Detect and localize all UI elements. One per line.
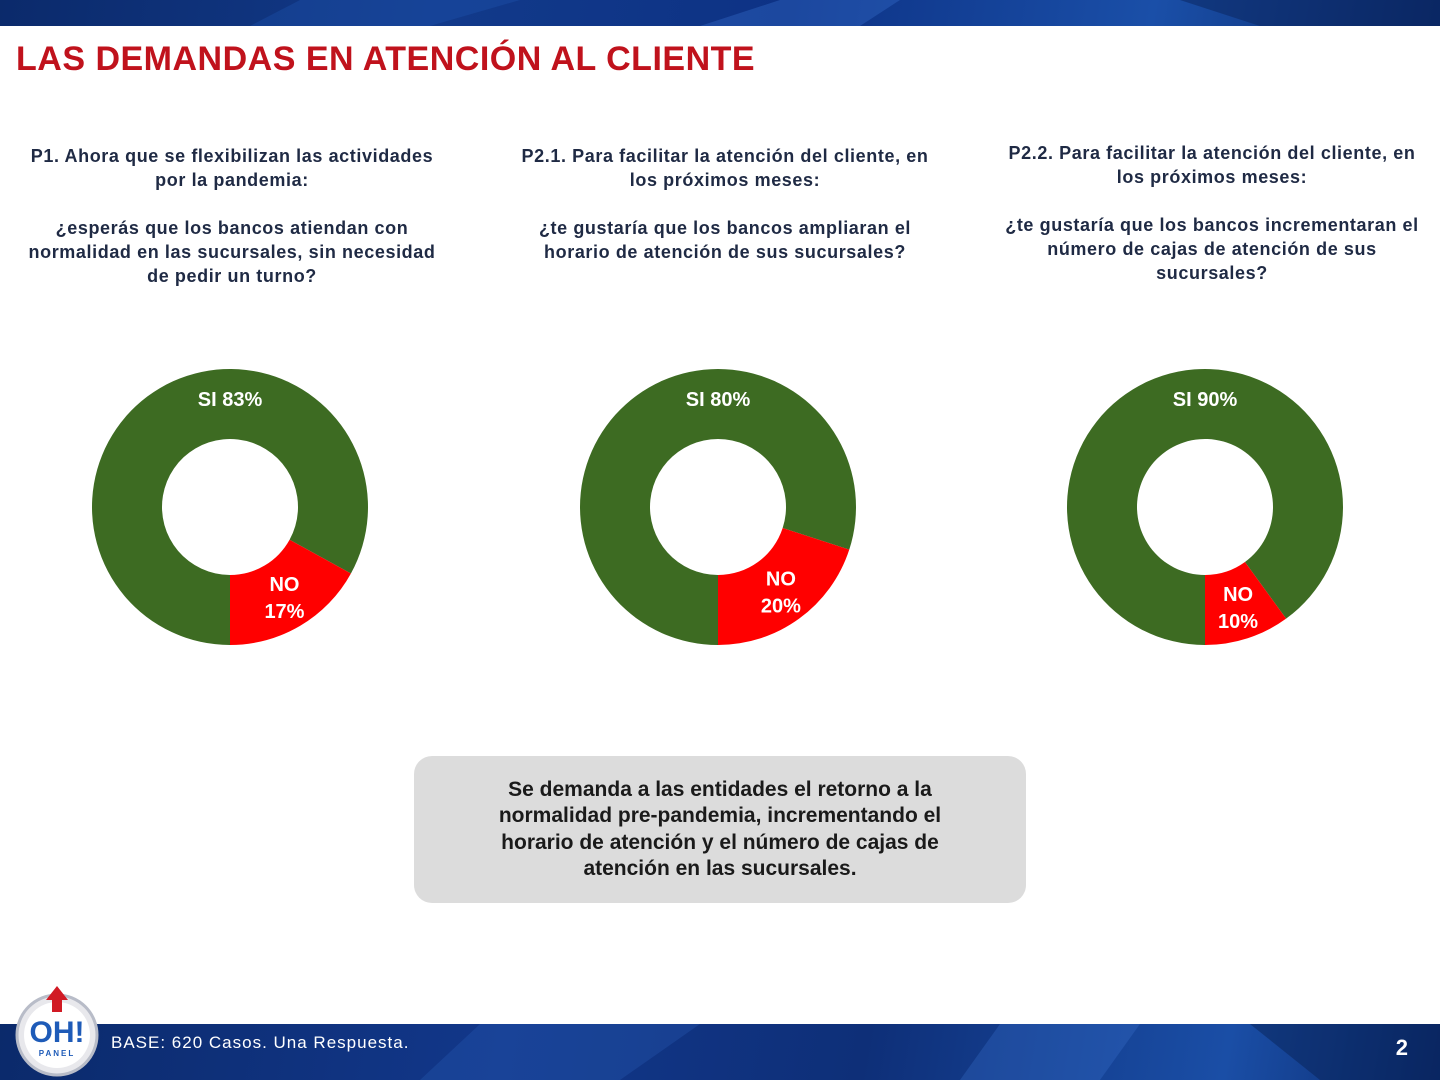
question-p2-1-text: ¿te gustaría que los bancos ampliaran el… <box>538 218 912 262</box>
slice-si <box>92 369 369 645</box>
slice-no <box>1205 562 1287 645</box>
question-p1-text: ¿esperás que los bancos atiendan con nor… <box>28 218 436 286</box>
question-p2-1-lead: P2.1. Para facilitar la atención del cli… <box>521 146 929 190</box>
question-p2-2: P2.2. Para facilitar la atención del cli… <box>1002 141 1422 285</box>
donut-svg: SI 80% NO 20% <box>580 369 856 645</box>
logo-text: OH! <box>30 1016 85 1049</box>
slice-si <box>1067 369 1343 645</box>
question-p1-lead: P1. Ahora que se flexibilizan las activi… <box>30 146 434 190</box>
label-si: SI 90% <box>1173 389 1238 411</box>
oh-panel-logo: OH! PANEL <box>15 986 99 1077</box>
label-no: NO 20% <box>761 569 801 618</box>
slice-si <box>580 369 856 645</box>
header-band-decoration <box>250 0 1440 26</box>
logo-subtext: PANEL <box>39 1049 76 1058</box>
footer-band-decoration <box>420 1024 1440 1080</box>
header-band <box>0 0 1440 26</box>
question-p1: P1. Ahora que se flexibilizan las activi… <box>22 144 442 288</box>
page-title: LAS DEMANDAS EN ATENCIÓN AL CLIENTE <box>16 40 756 78</box>
label-no: NO 10% <box>1218 584 1258 633</box>
page-number: 2 <box>1395 1035 1408 1060</box>
slice-no <box>230 539 351 645</box>
question-p2-2-lead: P2.2. Para facilitar la atención del cli… <box>1008 143 1416 187</box>
slice-no <box>718 528 850 645</box>
label-si: SI 83% <box>198 389 263 411</box>
label-si: SI 80% <box>686 389 751 411</box>
donut-chart-p1: SI 83% NO 17% <box>85 362 375 652</box>
summary-box: Se demanda a las entidades el retorno a … <box>414 756 1026 903</box>
footer-band <box>0 1024 1440 1080</box>
question-p2-1: P2.1. Para facilitar la atención del cli… <box>515 144 935 264</box>
footer-base-text: BASE: 620 Casos. Una Respuesta. <box>111 1033 410 1052</box>
label-no: NO 17% <box>264 574 304 623</box>
donut-chart-p2-1: SI 80% NO 20% <box>573 362 863 652</box>
summary-text: Se demanda a las entidades el retorno a … <box>498 777 942 881</box>
donut-svg: SI 83% NO 17% <box>92 369 369 645</box>
question-p2-2-text: ¿te gustaría que los bancos incrementara… <box>1005 215 1419 283</box>
arrow-up-icon <box>46 986 68 1012</box>
donut-chart-p2-2: SI 90% NO 10% <box>1060 362 1350 652</box>
donut-svg: SI 90% NO 10% <box>1067 369 1343 645</box>
